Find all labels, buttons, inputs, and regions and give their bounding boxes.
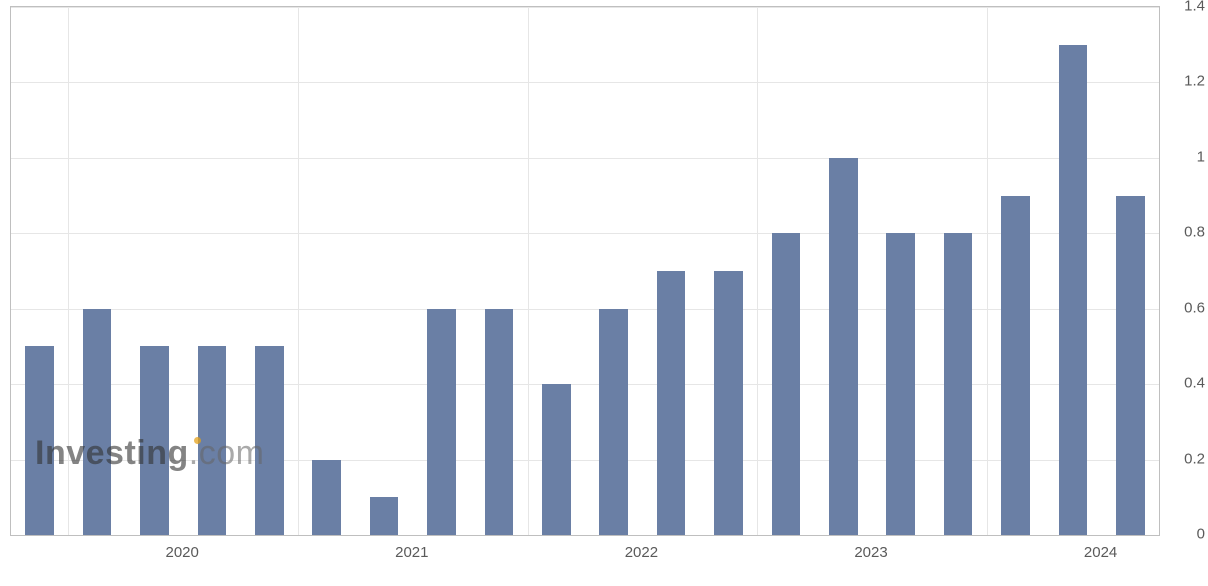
gridline-horizontal <box>11 82 1159 83</box>
bar <box>886 233 915 535</box>
x-tick-label: 2022 <box>625 544 658 561</box>
gridline-vertical <box>298 7 299 535</box>
bar <box>312 460 341 535</box>
gridline-horizontal <box>11 460 1159 461</box>
x-tick-label: 2024 <box>1084 544 1117 561</box>
y-tick-label: 0 <box>1197 526 1205 543</box>
gridline-vertical <box>987 7 988 535</box>
watermark-i: i <box>136 434 146 472</box>
x-tick-label: 2021 <box>395 544 428 561</box>
watermark-dot-icon <box>194 437 201 444</box>
watermark-logo: Investing.com <box>35 434 264 473</box>
gridline-horizontal <box>11 309 1159 310</box>
gridline-vertical <box>757 7 758 535</box>
bar-chart: Investing.com 00.20.40.60.811.21.4 20202… <box>0 0 1208 586</box>
gridlines <box>11 7 1159 535</box>
y-tick-label: 1 <box>1197 148 1205 165</box>
gridline-horizontal <box>11 7 1159 8</box>
bar <box>83 309 112 535</box>
watermark-text-1: Invest <box>35 434 136 472</box>
bar <box>714 271 743 535</box>
bar <box>427 309 456 535</box>
x-axis: 2020 2021 2022 2023 2024 <box>10 540 1160 570</box>
watermark-text-2: ng <box>146 434 189 472</box>
bar <box>599 309 628 535</box>
y-axis: 00.20.40.60.811.21.4 <box>1165 6 1205 536</box>
bar <box>542 384 571 535</box>
watermark-dotcom: .com <box>189 434 265 472</box>
plot-area: Investing.com <box>10 6 1160 536</box>
gridline-horizontal <box>11 233 1159 234</box>
bar <box>1059 45 1088 535</box>
bar <box>370 497 399 535</box>
bar <box>657 271 686 535</box>
bar <box>485 309 514 535</box>
bar <box>140 346 169 535</box>
y-tick-label: 0.4 <box>1184 375 1205 392</box>
bar <box>1116 196 1145 535</box>
gridline-horizontal <box>11 384 1159 385</box>
y-tick-label: 0.6 <box>1184 299 1205 316</box>
x-tick-label: 2023 <box>854 544 887 561</box>
bar <box>772 233 801 535</box>
bar <box>198 346 227 535</box>
gridline-vertical <box>68 7 69 535</box>
bar <box>829 158 858 535</box>
x-tick-label: 2020 <box>166 544 199 561</box>
bar <box>944 233 973 535</box>
bar <box>25 346 54 535</box>
bar <box>1001 196 1030 535</box>
y-tick-label: 1.4 <box>1184 0 1205 15</box>
y-tick-label: 1.2 <box>1184 73 1205 90</box>
gridline-vertical <box>528 7 529 535</box>
y-tick-label: 0.2 <box>1184 450 1205 467</box>
y-tick-label: 0.8 <box>1184 224 1205 241</box>
bar <box>255 346 284 535</box>
bars-layer <box>11 7 1159 535</box>
gridline-horizontal <box>11 158 1159 159</box>
